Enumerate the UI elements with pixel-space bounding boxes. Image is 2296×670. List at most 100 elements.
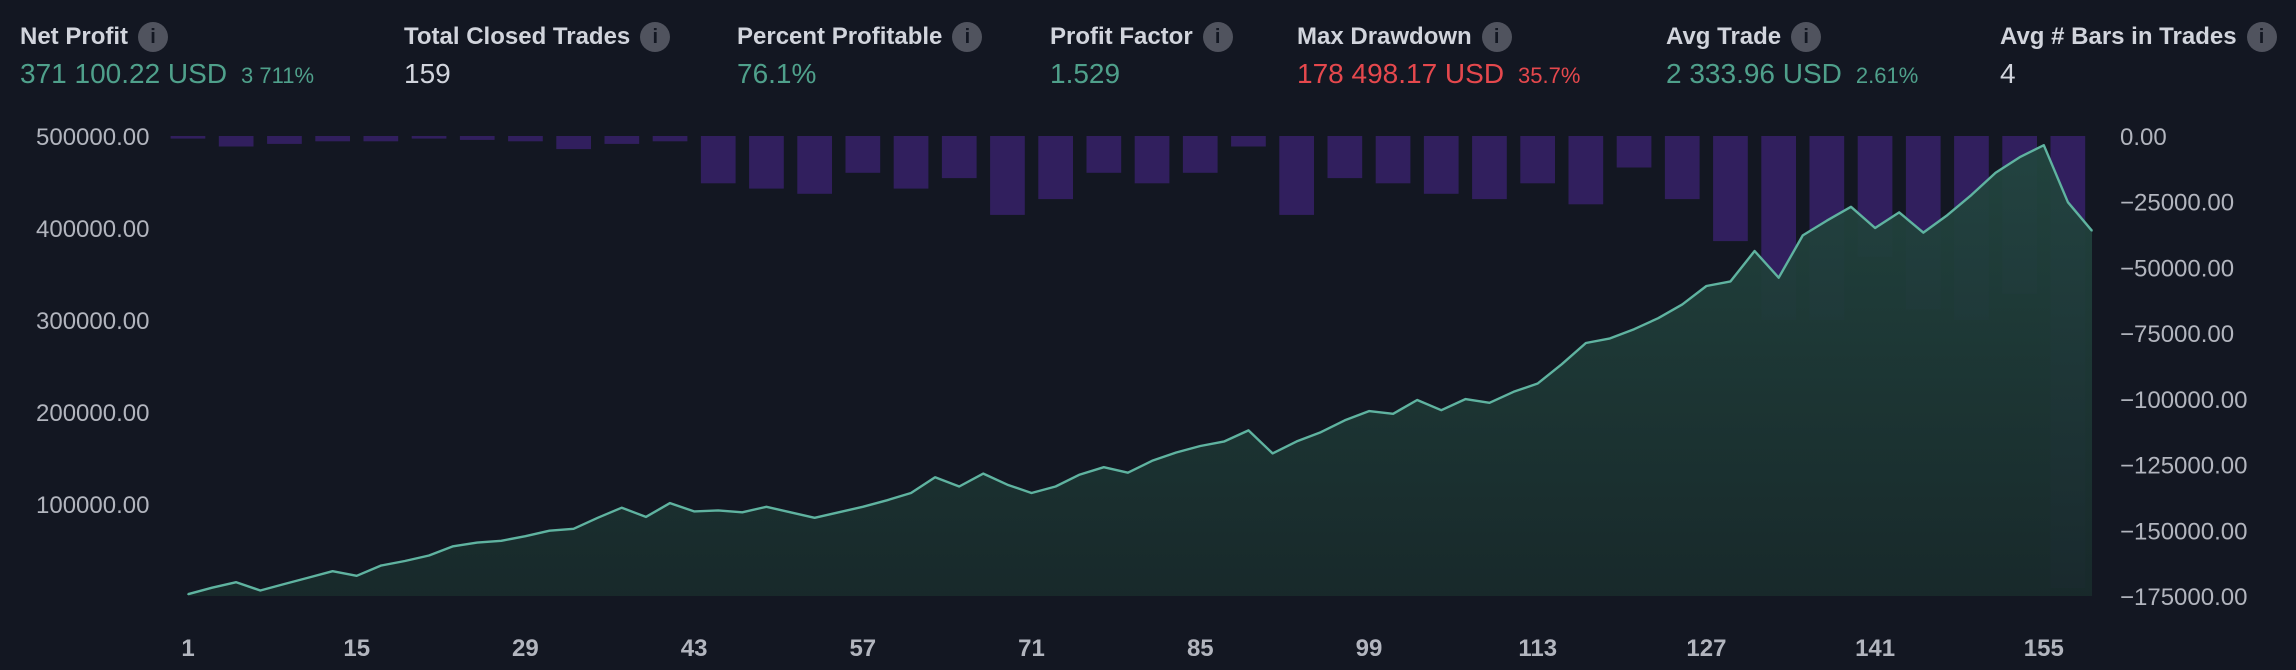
stats-bar: Net Profit i 371 100.22 USD 3 711% Total … <box>0 0 2296 120</box>
equity-point <box>2067 201 2069 203</box>
drawdown-bar <box>1616 136 1652 168</box>
stat-percent: 2.61% <box>1855 63 1919 88</box>
drawdown-bar <box>1520 136 1555 184</box>
equity-point <box>1802 234 1804 237</box>
equity-area-fill <box>188 145 2092 596</box>
equity-point <box>1464 398 1467 400</box>
equity-point <box>717 509 719 512</box>
drawdown-bar <box>990 136 1025 215</box>
equity-point <box>837 511 840 514</box>
equity-point <box>982 472 985 475</box>
stat-label: Avg # Bars in Trades <box>2000 23 2237 50</box>
equity-point <box>2091 230 2093 232</box>
stat-value-text: 76.1% <box>737 58 817 89</box>
drawdown-bar <box>1713 136 1748 242</box>
equity-point <box>958 485 960 488</box>
drawdown-bar <box>363 136 399 142</box>
equity-point <box>1898 211 1900 214</box>
equity-point <box>548 529 551 532</box>
info-icon[interactable]: i <box>1202 22 1233 52</box>
drawdown-bar <box>893 136 929 189</box>
drawdown-bar <box>749 136 784 189</box>
info-icon[interactable]: i <box>1791 22 1822 52</box>
equity-point <box>380 564 382 567</box>
drawdown-bar <box>1134 136 1170 184</box>
equity-point <box>1103 466 1105 469</box>
stat-profit-factor: Profit Factor i 1.529 <box>1050 20 1233 90</box>
equity-point <box>645 516 647 518</box>
info-icon[interactable]: i <box>1481 22 1512 52</box>
equity-point <box>307 576 310 579</box>
drawdown-bar <box>315 136 350 142</box>
stat-percent: 3 711% <box>241 63 315 88</box>
stat-value: 2 333.96 USD 2.61% <box>1666 58 1918 90</box>
equity-point <box>669 502 671 504</box>
equity-point <box>1392 413 1394 415</box>
equity-point <box>1657 317 1659 320</box>
stat-label: Profit Factor <box>1050 23 1193 50</box>
drawdown-bar <box>1231 136 1266 147</box>
equity-point <box>621 506 623 509</box>
stat-label: Total Closed Trades <box>404 23 631 50</box>
drawdown-bar <box>1423 136 1459 194</box>
equity-point <box>1922 231 1925 234</box>
drawdown-bar <box>797 136 832 194</box>
equity-point <box>1729 280 1732 283</box>
drawdown-bar <box>700 136 736 184</box>
left-y-axis: 500000.00 400000.00 300000.00 200000.00 1000… <box>36 124 149 519</box>
equity-point <box>476 541 479 544</box>
left-tick-label: 300000.00 <box>36 308 149 335</box>
stat-net-profit: Net Profit i 371 100.22 USD 3 711% <box>20 20 314 90</box>
equity-point <box>1295 440 1298 443</box>
stat-max-drawdown: Max Drawdown i 178 498.17 USD 35.7% <box>1297 20 1580 90</box>
stat-avg-trade: Avg Trade i 2 333.96 USD 2.61% <box>1666 20 1918 90</box>
left-tick-label: 400000.00 <box>36 216 149 243</box>
equity-point <box>596 517 599 519</box>
stat-value-text: 2 333.96 USD <box>1666 58 1842 89</box>
x-tick-label: 127 <box>1686 635 1726 662</box>
info-icon[interactable]: i <box>2246 22 2277 52</box>
equity-point <box>331 570 334 572</box>
x-tick-label: 99 <box>1356 635 1383 662</box>
equity-point <box>886 499 888 502</box>
left-tick-label: 500000.00 <box>36 124 149 151</box>
equity-point <box>1368 410 1370 412</box>
right-tick-label: −175000.00 <box>2120 584 2247 611</box>
equity-point <box>572 528 575 530</box>
equity-point <box>862 506 864 508</box>
info-icon[interactable]: i <box>640 22 671 52</box>
stat-percent: 35.7% <box>1518 63 1581 88</box>
equity-point <box>693 510 695 513</box>
equity-point <box>355 575 358 577</box>
info-icon[interactable]: i <box>138 22 168 52</box>
stat-value: 159 <box>404 58 670 90</box>
drawdown-bar <box>1664 136 1700 200</box>
drawdown-bar <box>1568 136 1604 205</box>
equity-point <box>187 593 189 595</box>
stat-avg-bars-in-trades: Avg # Bars in Trades i 4 <box>2000 20 2277 90</box>
left-tick-label: 200000.00 <box>36 400 149 427</box>
equity-point <box>500 540 503 542</box>
x-tick-label: 57 <box>849 635 876 662</box>
stat-value-text: 1.529 <box>1050 58 1121 89</box>
info-icon[interactable]: i <box>952 22 983 52</box>
equity-point <box>1561 363 1563 366</box>
equity-point <box>1777 276 1780 279</box>
right-tick-label: −150000.00 <box>2120 518 2247 545</box>
stat-label: Percent Profitable <box>737 23 943 50</box>
equity-point <box>1512 391 1515 393</box>
drawdown-bar <box>218 136 254 147</box>
left-tick-label: 100000.00 <box>36 492 149 519</box>
right-tick-label: −100000.00 <box>2120 387 2247 414</box>
equity-point <box>1850 206 1852 208</box>
equity-point <box>1826 219 1828 222</box>
equity-point <box>789 511 792 514</box>
stat-value-text: 4 <box>2000 58 2016 89</box>
equity-point <box>1705 285 1708 287</box>
stat-value: 4 <box>2000 58 2277 90</box>
drawdown-bar <box>411 136 447 139</box>
stat-value: 371 100.22 USD 3 711% <box>20 58 314 90</box>
drawdown-bar <box>652 136 688 142</box>
x-tick-label: 43 <box>681 635 708 662</box>
